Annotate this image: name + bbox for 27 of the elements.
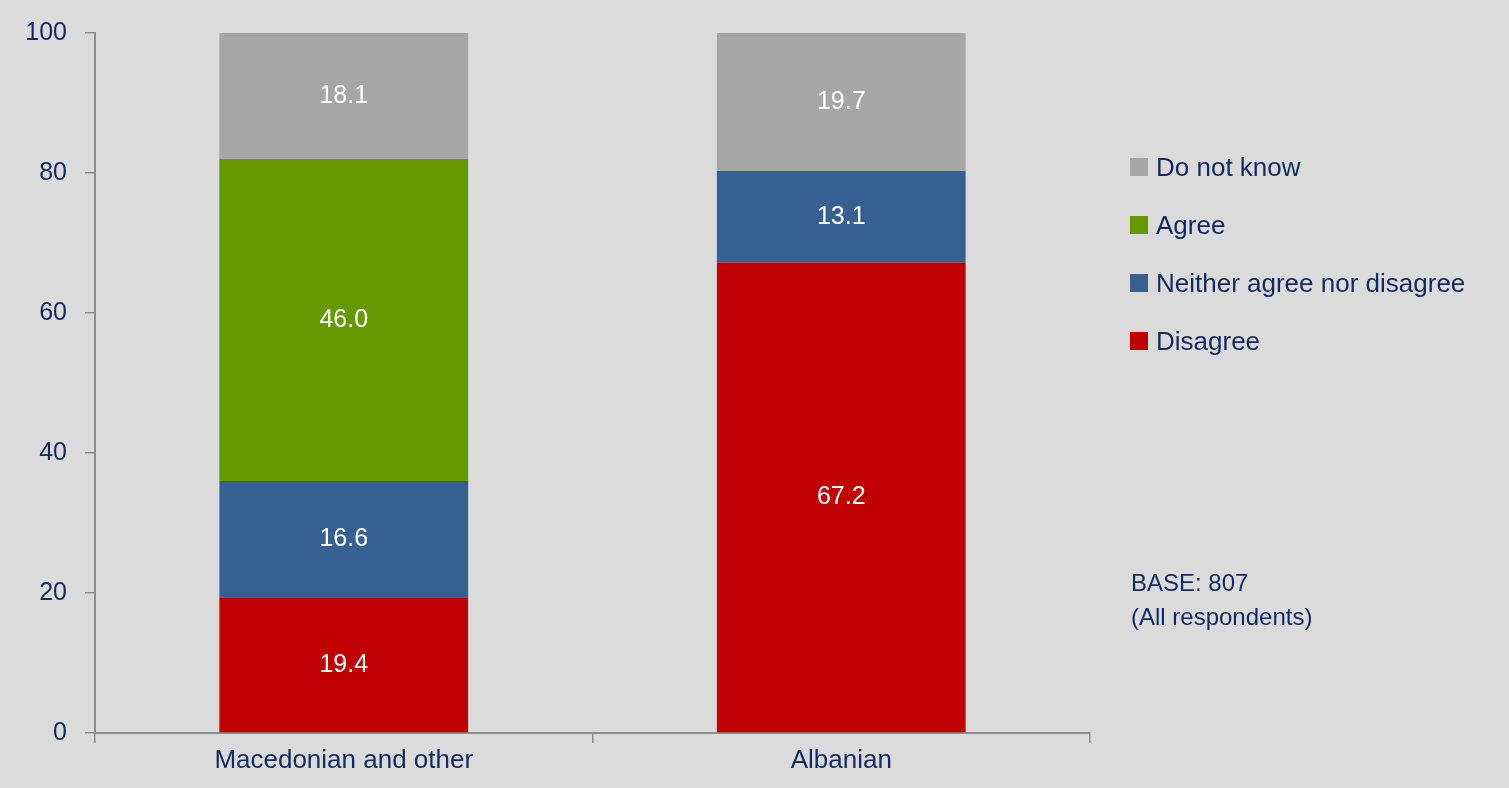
legend-label: Agree [1156,209,1226,241]
bar [219,597,469,733]
y-tick-label: 40 [39,436,67,465]
y-tick-label: 80 [39,156,67,185]
bar [716,170,966,263]
bar [219,481,469,598]
data-label: 19.7 [816,85,866,114]
data-label: 19.4 [319,648,369,677]
data-label: 13.1 [816,200,866,229]
bar [716,262,966,733]
bar [219,159,469,481]
data-label: 16.6 [319,522,369,551]
legend-label: Neither agree nor disagree [1156,267,1466,299]
y-tick-label: 20 [39,576,67,605]
legend-label: Disagree [1156,325,1261,357]
bar [716,33,966,171]
legend-label: Do not know [1156,151,1301,183]
x-tick-label: Macedonian and other [214,743,474,774]
y-tick-label: 0 [53,716,67,745]
text: BASE: 807 (All respondents) [1131,568,1313,632]
data-label: 18.1 [319,79,369,108]
y-tick-label: 60 [39,296,67,325]
data-label: 46.0 [319,303,369,332]
x-tick-label: Albanian [790,743,892,774]
bar [219,33,469,159]
data-label: 67.2 [816,481,866,510]
y-tick-label: 100 [25,16,67,45]
